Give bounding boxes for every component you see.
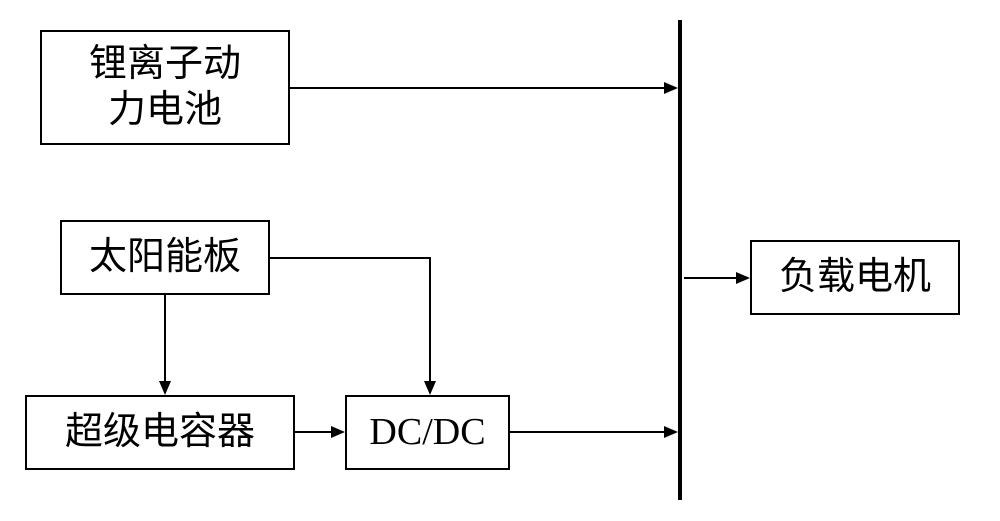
node-solar-label: 太阳能板 [89, 235, 241, 281]
diagram-canvas: 锂离子动 力电池 太阳能板 超级电容器 DC/DC 负载电机 [0, 0, 1000, 521]
node-supercap: 超级电容器 [25, 395, 295, 470]
node-battery-label: 锂离子动 力电池 [89, 42, 241, 133]
node-supercap-label: 超级电容器 [65, 410, 255, 456]
edge-solar-dcdc [270, 258, 430, 393]
node-motor-label: 负载电机 [779, 255, 931, 301]
node-solar: 太阳能板 [60, 220, 270, 295]
node-dcdc: DC/DC [345, 395, 510, 470]
node-battery: 锂离子动 力电池 [40, 30, 290, 145]
node-dcdc-label: DC/DC [369, 410, 485, 456]
node-motor: 负载电机 [750, 240, 960, 315]
